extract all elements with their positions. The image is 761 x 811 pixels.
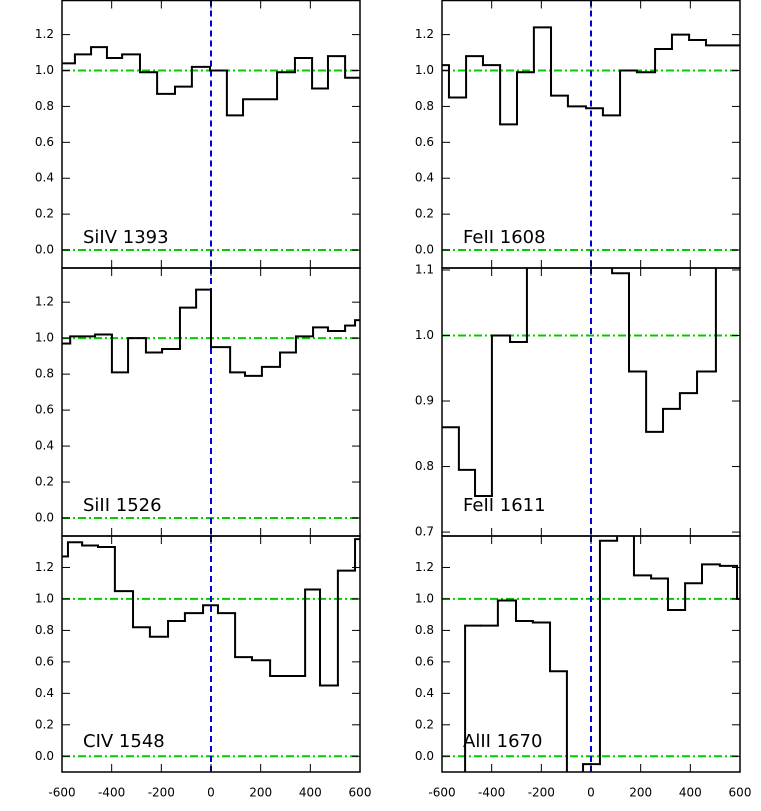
y-tick-label: 0.2: [35, 207, 54, 221]
plot-area: [62, 536, 360, 772]
y-tick-label: 0.8: [415, 99, 434, 113]
y-tick-label: 0.6: [35, 135, 54, 149]
x-tick-label: -600: [48, 786, 75, 800]
plot-area: [442, 268, 740, 536]
y-tick-label: 0.4: [35, 439, 54, 453]
x-tick-label: 0: [587, 786, 595, 800]
x-tick-label: -200: [528, 786, 555, 800]
y-tick-label: 1.0: [35, 331, 54, 345]
plot-area: [442, 536, 740, 772]
plot-area: [442, 0, 740, 268]
panel-label: AlII 1670: [463, 731, 542, 752]
panel-label: SiIV 1393: [83, 227, 169, 248]
y-tick-label: 1.0: [415, 63, 434, 77]
y-tick-label: 1.0: [35, 591, 54, 605]
plot-area: [62, 0, 360, 268]
panel: 0.0 0.2 0.4 0.6 0.8 1.0 1.2 SiII 1526: [35, 267, 361, 537]
x-tick-label: 200: [629, 786, 652, 800]
panel-label: SiII 1526: [83, 495, 162, 516]
y-tick-label: 0.6: [415, 654, 434, 668]
panel: 0.0 0.2 0.4 0.6 0.8 1.0 1.2 -600 -400 -200 0 200 400…: [35, 535, 372, 800]
y-tick-label: 0.6: [35, 654, 54, 668]
plot-area: [62, 268, 360, 536]
y-tick-label: 0.2: [415, 207, 434, 221]
y-tick-label: 0.8: [35, 623, 54, 637]
panel: 0.7 0.8 0.9 1.0 1.1 FeII 1611: [415, 262, 741, 539]
panel-label: CIV 1548: [83, 731, 165, 752]
y-tick-label: 0.6: [415, 135, 434, 149]
y-tick-label: 0.2: [35, 717, 54, 731]
x-tick-label: 400: [679, 786, 702, 800]
y-tick-label: 1.0: [35, 63, 54, 77]
y-tick-label: 0.0: [35, 243, 54, 257]
y-tick-label: 0.4: [415, 686, 434, 700]
y-tick-label: 1.2: [415, 27, 434, 41]
x-tick-label: 400: [299, 786, 322, 800]
panel: 0.0 0.2 0.4 0.6 0.8 1.0 1.2 SiIV 1393: [35, 0, 361, 269]
panel: 0.0 0.2 0.4 0.6 0.8 1.0 1.2 FeII 1608: [415, 0, 741, 269]
y-tick-label: 0.8: [35, 367, 54, 381]
y-tick-label: 0.2: [35, 475, 54, 489]
y-tick-label: 1.2: [35, 27, 54, 41]
y-tick-label: 1.2: [415, 560, 434, 574]
y-tick-label: 0.8: [35, 99, 54, 113]
x-tick-label: -400: [98, 786, 125, 800]
x-tick-label: 200: [249, 786, 272, 800]
y-tick-label: 0.8: [415, 623, 434, 637]
y-tick-label: 0.8: [415, 459, 434, 473]
panel-label: FeII 1611: [463, 495, 546, 516]
panel-label: FeII 1608: [463, 227, 546, 248]
x-tick-label: -200: [148, 786, 175, 800]
y-tick-label: 0.4: [35, 171, 54, 185]
y-tick-label: 0.9: [415, 394, 434, 408]
y-tick-label: 1.2: [35, 295, 54, 309]
y-tick-label: 1.0: [415, 328, 434, 342]
panel: 0.0 0.2 0.4 0.6 0.8 1.0 1.2 -600 -400 -200 0 200 400…: [415, 535, 752, 800]
y-tick-label: 0.4: [415, 171, 434, 185]
y-tick-label: 1.1: [415, 262, 434, 276]
y-tick-label: 1.2: [35, 560, 54, 574]
y-tick-label: 1.0: [415, 591, 434, 605]
y-tick-label: 0.0: [415, 243, 434, 257]
x-tick-label: -400: [478, 786, 505, 800]
y-tick-label: 0.0: [35, 749, 54, 763]
x-tick-label: -600: [428, 786, 455, 800]
y-tick-label: 0.0: [35, 511, 54, 525]
y-tick-label: 0.6: [35, 403, 54, 417]
x-tick-label: 0: [207, 786, 215, 800]
y-tick-label: 0.7: [415, 525, 434, 539]
x-tick-label: 600: [349, 786, 372, 800]
y-tick-label: 0.0: [415, 749, 434, 763]
x-tick-label: 600: [729, 786, 752, 800]
y-tick-label: 0.2: [415, 717, 434, 731]
y-tick-label: 0.4: [35, 686, 54, 700]
